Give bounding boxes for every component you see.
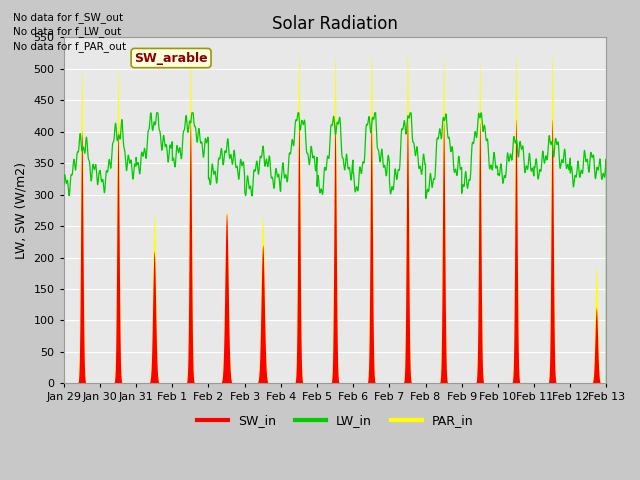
Title: Solar Radiation: Solar Radiation	[272, 15, 398, 33]
Text: No data for f_PAR_out: No data for f_PAR_out	[13, 41, 126, 52]
Text: No data for f_LW_out: No data for f_LW_out	[13, 26, 121, 37]
Text: No data for f_SW_out: No data for f_SW_out	[13, 12, 123, 23]
Text: SW_arable: SW_arable	[134, 51, 208, 64]
Y-axis label: LW, SW (W/m2): LW, SW (W/m2)	[15, 162, 28, 259]
Legend: SW_in, LW_in, PAR_in: SW_in, LW_in, PAR_in	[192, 409, 479, 432]
